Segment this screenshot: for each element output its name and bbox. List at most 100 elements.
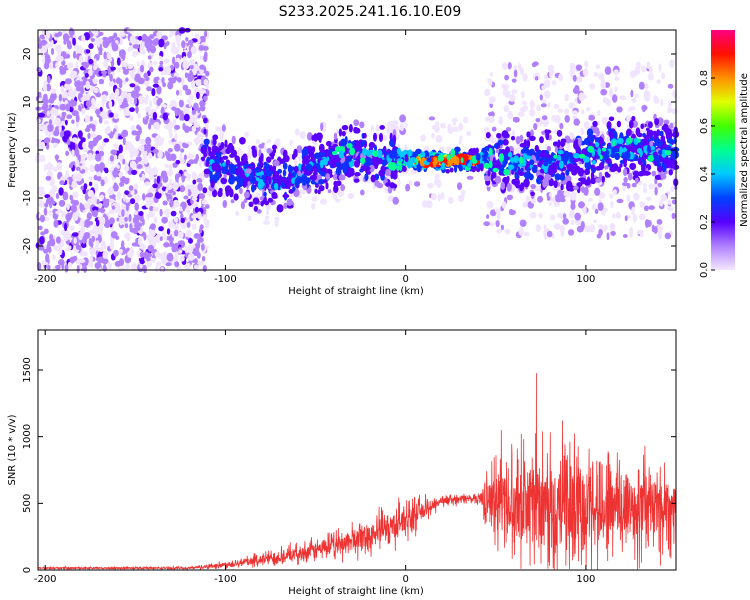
spectrogram-cell [636, 132, 643, 138]
spectrogram-cell [483, 221, 491, 227]
spectrogram-cell [55, 193, 60, 200]
spectrogram-cell [559, 122, 564, 130]
spectrogram-cell [152, 38, 159, 47]
spectrogram-cell [203, 54, 208, 63]
spectrogram-cell [60, 85, 65, 93]
spectrogram-cell [622, 234, 628, 238]
spectrogram-cell [52, 254, 56, 261]
spectrogram-cell [72, 212, 79, 222]
spectrogram-cell [426, 200, 433, 209]
spectrogram-cell [437, 193, 441, 202]
spectrogram-cell [612, 189, 617, 196]
spectrogram-cell [75, 166, 81, 171]
spectrogram-cell [560, 179, 567, 186]
spectrogram-cell [147, 152, 153, 160]
spectrogram-cell [335, 198, 341, 203]
spectrogram-cell [120, 132, 126, 138]
spectrogram-cell [90, 37, 95, 42]
spectrogram-cell [69, 27, 74, 35]
spectrogram-cell [94, 163, 101, 172]
spectrogram-cell [387, 122, 393, 129]
spectrogram-cell [421, 200, 428, 208]
spectrogram-cell [543, 74, 548, 80]
spectrogram-cell [152, 206, 159, 212]
spectrogram-cell [545, 154, 551, 159]
spectrogram-cell [272, 159, 280, 167]
spectrogram-cell [148, 211, 155, 218]
spectrogram-cell [71, 100, 77, 107]
spectrogram-cell [50, 88, 57, 94]
spectrogram-cell [125, 77, 129, 82]
spectrogram-cell [88, 221, 94, 226]
spectrogram-cell [543, 79, 551, 88]
spectrogram-cell [79, 252, 85, 257]
spectrogram-cell [201, 255, 206, 262]
spectrogram-cell [94, 262, 101, 269]
spectrogram-cell [651, 170, 657, 177]
spectrogram-cell [82, 61, 89, 69]
spectrogram-cell [669, 59, 675, 68]
spectrogram-cell [671, 108, 678, 115]
spectrogram-cell [576, 66, 581, 71]
spectrogram-cell [392, 196, 399, 205]
spectrogram-cell [173, 76, 178, 82]
spectrogram-cell [126, 235, 131, 242]
spectrogram-cell [283, 202, 288, 209]
spectrogram-cell [484, 116, 490, 122]
spectrogram-cell [629, 120, 634, 129]
spectrogram-cell [551, 168, 557, 174]
spectrogram-cell [380, 165, 386, 173]
spectrogram-cell [653, 226, 658, 234]
spectrogram-cell [168, 220, 175, 228]
spectrogram-cell [40, 231, 46, 236]
spectrogram-cell [127, 63, 134, 70]
spectrogram-cell [174, 143, 181, 152]
spectrogram-cell [360, 165, 368, 171]
spectrogram-cell [124, 216, 128, 222]
spectrogram-cell [235, 155, 240, 163]
spectrogram-cell [650, 136, 655, 142]
spectrogram-cell [85, 49, 91, 54]
spectrogram-cell [155, 265, 159, 273]
spectrogram-cell [670, 149, 677, 158]
spectrogram-cell [54, 117, 61, 127]
spectrogram-cell [215, 147, 220, 154]
spectrogram-cell [440, 192, 445, 200]
spectrogram-cell [529, 135, 536, 141]
spectrogram-cell [325, 173, 331, 180]
spectrogram-cell [496, 228, 502, 234]
spectrogram-cell [629, 162, 637, 170]
spectrogram-cell [109, 66, 116, 71]
spectrogram-cell [198, 159, 203, 168]
spectrogram-cells [35, 27, 680, 274]
spectrogram-cell [71, 232, 79, 237]
spectrogram-cell [75, 114, 80, 123]
spectrogram-cell [656, 219, 663, 225]
spectrogram-cell [197, 182, 203, 191]
spectrogram-cell [154, 251, 161, 258]
spectrogram-cell [153, 76, 159, 84]
spectrogram-cell [97, 145, 105, 152]
spectrogram-cell [95, 219, 100, 227]
spectrogram-cell [559, 174, 566, 181]
spectrogram-cell [136, 224, 141, 231]
spectrogram-cell [597, 202, 604, 212]
spectrogram-cell [59, 180, 65, 186]
spectrogram-cell [152, 61, 158, 65]
spectrogram-cell [368, 141, 376, 149]
spectrogram-cell [102, 59, 109, 68]
spectrogram-cell [632, 70, 638, 77]
spectrogram-cell [511, 78, 517, 83]
spectrogram-cell [658, 200, 664, 207]
spectrogram-cell [609, 88, 614, 98]
spectrogram-cell [627, 172, 633, 181]
spectrogram-cell [564, 93, 569, 102]
spectrogram-cell [83, 147, 88, 153]
spectrogram-cell [124, 165, 130, 172]
spectrogram-cell [657, 166, 663, 173]
spectrogram-cell [247, 145, 252, 154]
spectrogram-cell [152, 183, 158, 189]
spectrogram-cell [658, 119, 663, 127]
spectrogram-cell [299, 130, 306, 140]
spectrogram-cell [208, 149, 212, 157]
